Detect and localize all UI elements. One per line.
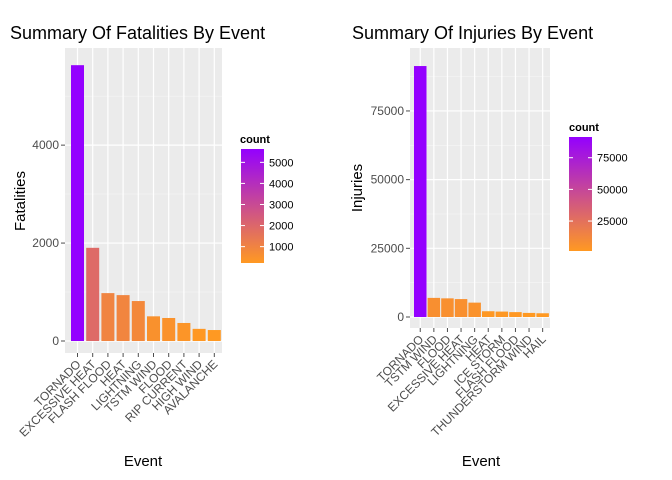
injuries-legend-label: 25000: [597, 216, 628, 228]
injuries-x-axis-title: Event: [462, 453, 501, 470]
fatalities-y-axis: 0 2000 4000: [32, 138, 65, 348]
fatalities-bar-excessive-heat: [86, 247, 100, 341]
fatalities-legend-colorbar: [241, 149, 264, 263]
fatalities-legend-label: 3000: [269, 199, 293, 211]
fatalities-legend-label: 4000: [269, 178, 293, 190]
injuries-bar-ice-storm: [495, 311, 509, 317]
injuries-legend-label: 50000: [597, 184, 628, 196]
injuries-chart: Summary Of Injuries By Event 0 25000 50000…: [349, 23, 628, 470]
fatalities-legend-title: count: [240, 134, 270, 146]
injuries-y-tick-label: 0: [397, 310, 404, 324]
fatalities-chart: Summary Of Fatalities By Event 0 2000 4000…: [10, 23, 293, 470]
injuries-bar-excessive-heat: [454, 299, 468, 317]
fatalities-bar-heat: [116, 295, 130, 341]
fatalities-bar-lightning: [131, 301, 145, 341]
injuries-y-tick-label: 50000: [371, 173, 405, 187]
fatalities-bar-flood: [162, 317, 176, 341]
fatalities-x-axis-title: Event: [124, 453, 163, 470]
injuries-bar-tornado: [414, 66, 427, 318]
injuries-legend-colorbar: [569, 137, 592, 251]
fatalities-bar-high-wind: [192, 328, 206, 341]
injuries-bar-flood: [441, 298, 454, 317]
injuries-bar-hail: [536, 313, 549, 317]
fatalities-legend-label: 5000: [269, 157, 293, 169]
fatalities-legend: count 1000 2000 3000 4000 5000: [240, 134, 293, 263]
fatalities-bar-tornado: [71, 65, 84, 341]
injuries-legend-title: count: [569, 122, 599, 134]
injuries-bar-lightning: [468, 302, 481, 317]
fatalities-bar-rip-current: [177, 322, 191, 341]
fatalities-legend-label: 2000: [269, 221, 293, 233]
injuries-chart-title: Summary Of Injuries By Event: [352, 23, 593, 43]
fatalities-bars: [71, 65, 221, 341]
injuries-y-axis: 0 25000 50000 75000: [371, 104, 410, 324]
fatalities-bar-flash-flood: [101, 293, 115, 341]
injuries-y-tick-label: 75000: [371, 104, 405, 118]
fatalities-y-tick-label: 4000: [32, 138, 59, 152]
fatalities-y-axis-title: Fatalities: [12, 171, 29, 231]
injuries-bars: [414, 66, 549, 318]
injuries-bar-thunderstorm-wind: [522, 312, 536, 317]
fatalities-x-tick-label: EXCESSIVE HEAT: [16, 357, 99, 440]
injuries-bar-flash-flood: [509, 312, 522, 317]
injuries-y-tick-label: 25000: [371, 241, 405, 255]
injuries-y-axis-title: Injuries: [349, 164, 366, 212]
injuries-bar-tstm-wind: [427, 297, 441, 317]
fatalities-legend-ticks: 1000 2000 3000 4000 5000: [241, 157, 293, 254]
injuries-legend-ticks: 25000 50000 75000: [569, 153, 628, 228]
injuries-bar-heat: [482, 311, 495, 317]
injuries-legend-label: 75000: [597, 153, 628, 165]
fatalities-chart-title: Summary Of Fatalities By Event: [10, 23, 265, 43]
fatalities-y-tick-label: 2000: [32, 236, 59, 250]
injuries-legend: count 25000 50000 75000: [569, 122, 628, 251]
fatalities-bar-tstm-wind: [147, 316, 160, 341]
fatalities-legend-label: 1000: [269, 242, 293, 254]
fatalities-bar-avalanche: [207, 330, 221, 341]
fatalities-y-tick-label: 0: [52, 334, 59, 348]
